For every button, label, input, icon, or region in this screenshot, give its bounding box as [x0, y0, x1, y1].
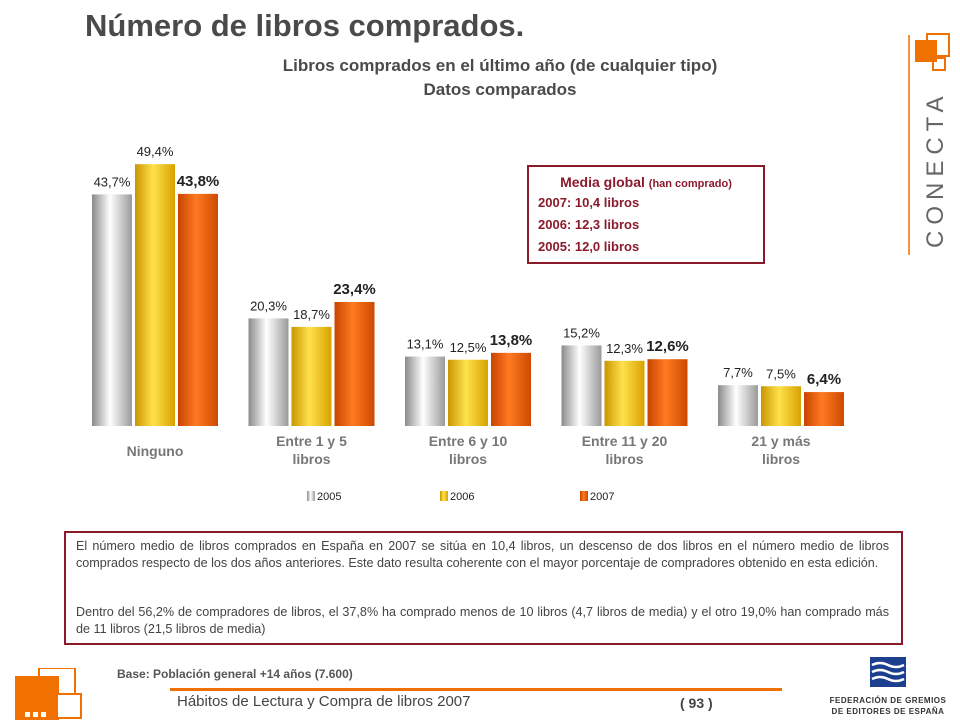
base-note: Base: Población general +14 años (7.600) [117, 667, 353, 681]
subtitle-line-1: Libros comprados en el último año (de cu… [282, 56, 718, 75]
chart-subtitle: Libros comprados en el último año (de cu… [200, 54, 800, 102]
bar-2006-4 [761, 386, 801, 426]
page-title: Número de libros comprados. [85, 8, 525, 43]
legend-swatch-2005 [307, 491, 315, 501]
bar-2007-2 [491, 352, 531, 426]
data-label-2005-0: 43,7% [94, 174, 131, 189]
conecta-logo-text: CONECTA [922, 90, 949, 248]
bar-2006-3 [604, 360, 645, 426]
media-global-title-note: (han comprado) [648, 178, 732, 190]
category-label-4-0: 21 y más [751, 433, 810, 449]
bar-2005-3 [561, 345, 602, 426]
category-label-3-1: libros [605, 451, 643, 467]
data-label-2005-3: 15,2% [563, 325, 600, 340]
category-label-1-0: Entre 1 y 5 [276, 433, 347, 449]
data-label-2006-1: 18,7% [293, 307, 330, 322]
category-label-3-0: Entre 11 y 20 [582, 433, 668, 449]
conecta-logo: CONECTA [908, 33, 950, 255]
data-label-2006-3: 12,3% [606, 341, 643, 356]
bar-2007-3 [647, 359, 688, 426]
corner-squares-icon [15, 668, 82, 720]
bar-2005-1 [248, 318, 289, 426]
category-label-2-1: libros [449, 451, 487, 467]
media-global-line-2006: 2006: 12,3 libros [538, 217, 640, 232]
data-label-2006-0: 49,4% [137, 144, 174, 159]
footer-divider [170, 688, 782, 691]
summary-text-box: El número medio de libros comprados en E… [64, 531, 903, 645]
data-label-2007-3: 12,6% [646, 338, 689, 355]
data-label-2007-1: 23,4% [333, 281, 376, 298]
bar-2005-0 [92, 194, 132, 426]
legend-label-2005: 2005 [317, 491, 341, 503]
media-global-line-2007: 2007: 10,4 libros [538, 195, 640, 210]
bar-2006-2 [448, 359, 488, 426]
data-label-2007-2: 13,8% [490, 332, 533, 349]
bar-2006-1 [291, 326, 332, 426]
fgee-logo-line-2: DE EDITORES DE ESPAÑA [831, 707, 945, 716]
bar-2007-4 [804, 392, 844, 426]
data-label-2006-4: 7,5% [766, 366, 796, 381]
data-label-2007-4: 6,4% [807, 371, 841, 388]
bar-2007-0 [178, 193, 218, 426]
data-label-2005-2: 13,1% [407, 337, 444, 352]
legend-label-2007: 2007 [590, 491, 614, 503]
category-label-2-0: Entre 6 y 10 [429, 433, 508, 449]
media-global-title-text: Media global [560, 174, 645, 190]
bar-2005-2 [405, 356, 445, 426]
bar-2005-4 [718, 385, 758, 426]
bar-2006-0 [135, 164, 175, 426]
data-label-2007-0: 43,8% [177, 173, 220, 190]
page-number: ( 93 ) [680, 695, 713, 711]
media-global-line-2005: 2005: 12,0 libros [538, 239, 640, 254]
legend-label-2006: 2006 [450, 491, 474, 503]
fgee-emblem-icon [870, 657, 906, 687]
category-label-1-1: libros [292, 451, 330, 467]
category-label-0-0: Ninguno [127, 443, 184, 459]
bar-2007-1 [334, 301, 375, 426]
summary-paragraph-1: El número medio de libros comprados en E… [76, 539, 889, 570]
legend-swatch-2006 [440, 491, 448, 501]
media-global-box: Media global (han comprado) 2007: 10,4 l… [527, 165, 765, 264]
legend-swatch-2007 [580, 491, 588, 501]
footer-title: Hábitos de Lectura y Compra de libros 20… [177, 693, 471, 710]
fgee-logo-line-1: FEDERACIÓN DE GREMIOS [829, 696, 947, 705]
summary-paragraph-2: Dentro del 56,2% de compradores de libro… [76, 605, 889, 636]
data-label-2005-4: 7,7% [723, 365, 753, 380]
data-label-2006-2: 12,5% [450, 340, 487, 355]
data-label-2005-1: 20,3% [250, 298, 287, 313]
media-global-title: Media global (han comprado) [529, 174, 763, 190]
fgee-logo: FEDERACIÓN DE GREMIOS DE EDITORES DE ESP… [818, 655, 958, 717]
subtitle-line-2: Datos comparados [423, 80, 577, 99]
bar-chart: 43,7% 49,4%43,8% 20,3% 18,7%23,4% 13,1% 12,5%… [92, 144, 844, 503]
category-label-4-1: libros [762, 451, 800, 467]
